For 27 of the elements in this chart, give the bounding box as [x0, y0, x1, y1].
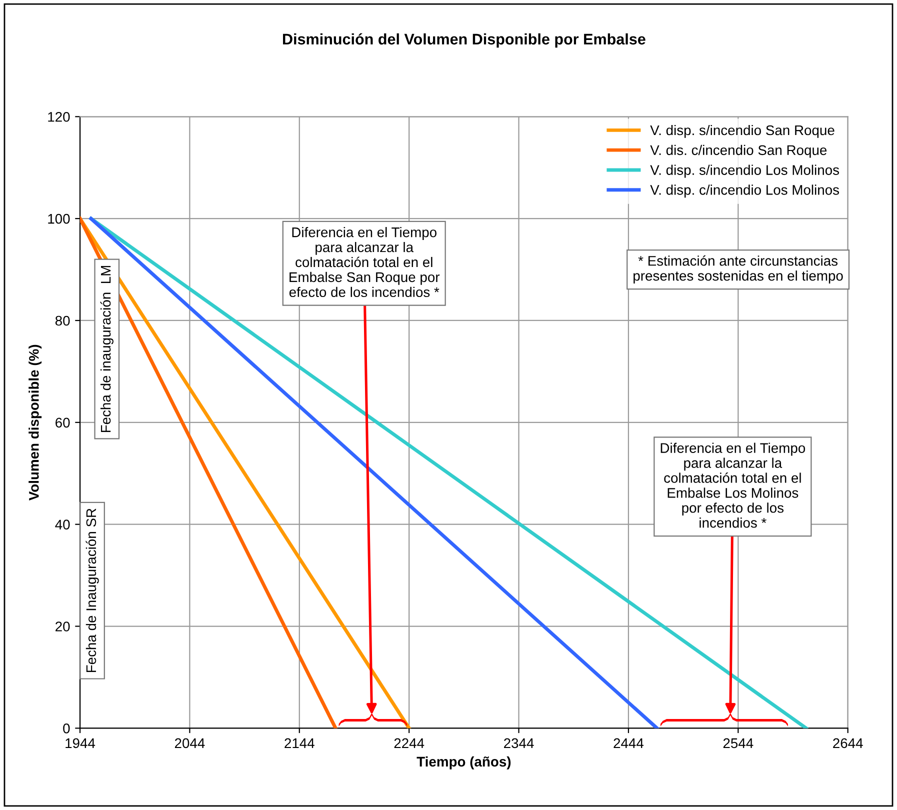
chart-title: Disminución del Volumen Disponible por Embalse	[283, 33, 646, 48]
legend-label: V. disp. s/incendio Los Molinos	[650, 164, 840, 178]
x-tick-label: 2344	[504, 738, 534, 748]
y-tick-label: 40	[55, 520, 70, 530]
y-tick-label: 0	[63, 724, 70, 734]
legend-label: V. disp. s/incendio San Roque	[650, 124, 834, 138]
y-tick-label: 20	[56, 622, 70, 632]
x-tick-label: 2544	[723, 738, 754, 748]
x-axis-title: Tiempo (años)	[416, 756, 511, 770]
annotation: Diferencia en el Tiempo para alcanzar la colmatación total en el Embalse Los Molinos por efecto de los incendios *	[660, 442, 806, 528]
y-axis-title: Volumen disponible (%)	[28, 344, 42, 501]
legend-label: V. disp. c/incendio Los Molinos	[650, 184, 840, 198]
x-tick-label: 1944	[66, 738, 96, 748]
x-tick-label: 2244	[394, 738, 424, 748]
annotation: Diferencia en el Tiempo para alcanzar la colmatación total en el Embalse San Roque por efecto de los incendios *	[289, 227, 440, 298]
x-tick-label: 2144	[284, 738, 314, 748]
y-tick-label: 80	[55, 316, 70, 326]
legend-label: V. dis. c/incendio San Roque	[650, 144, 827, 158]
annotation: Fecha de inauguración LM	[100, 266, 114, 432]
x-tick-label: 2644	[833, 738, 863, 748]
y-tick-label: 100	[48, 214, 70, 224]
x-tick-label: 2044	[174, 738, 205, 748]
annotation: Fecha de Inauguración SR	[86, 508, 99, 672]
x-tick-label: 2444	[614, 738, 644, 748]
annotation: * Estimación ante circunstancias presentes sostenidas en el tiempo	[634, 255, 843, 284]
y-tick-label: 60	[56, 418, 70, 428]
y-tick-label: 120	[48, 112, 70, 122]
